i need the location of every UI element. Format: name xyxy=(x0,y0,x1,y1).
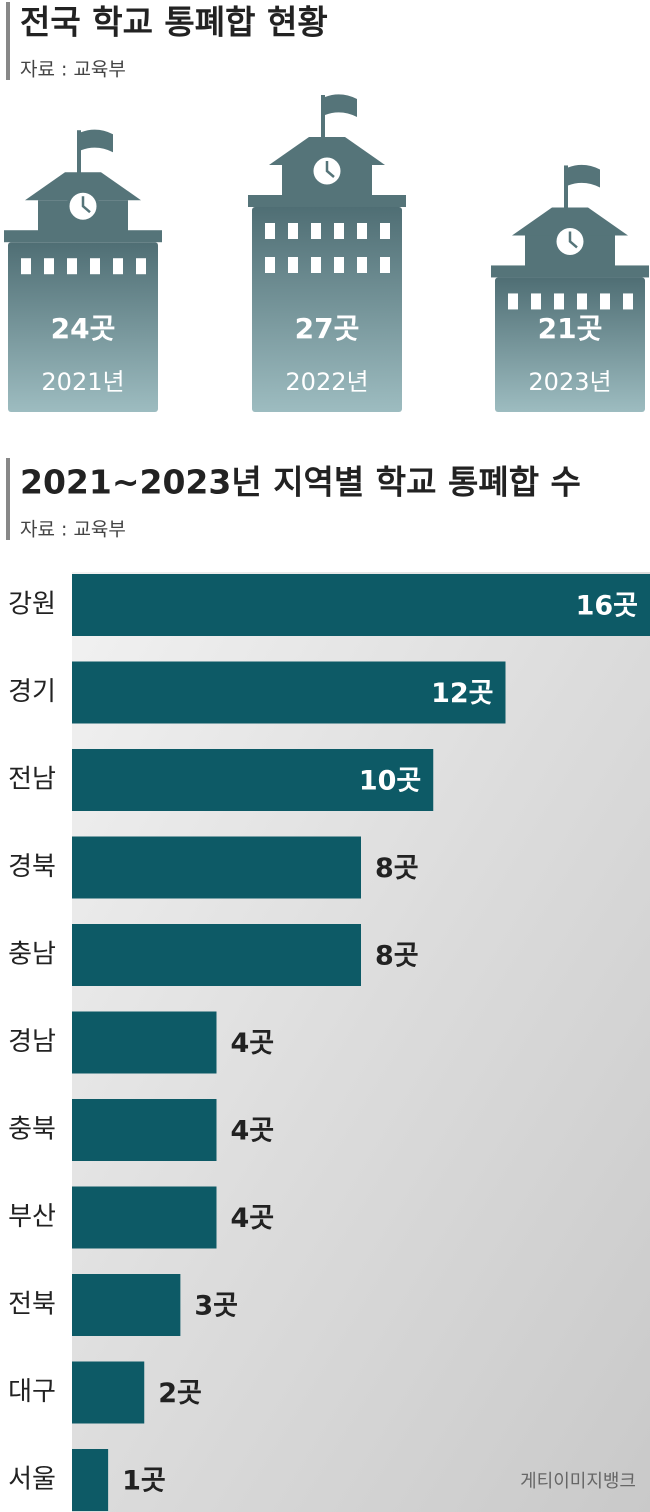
value-label: 27곳 xyxy=(295,312,360,345)
value-label: 2곳 xyxy=(158,1378,202,1409)
bar xyxy=(72,924,361,986)
window xyxy=(265,223,275,239)
building xyxy=(4,129,162,412)
bar xyxy=(72,1099,217,1161)
bar xyxy=(72,749,434,811)
category-label: 2023년 xyxy=(528,368,611,396)
chart-title: 2021~2023년 지역별 학교 통폐합 수 xyxy=(20,463,581,502)
window xyxy=(288,257,298,273)
category-label: 부산 xyxy=(8,1202,56,1232)
image-credit: 게티이미지뱅크 xyxy=(520,1471,636,1492)
window xyxy=(311,223,321,239)
bar xyxy=(72,574,650,636)
building xyxy=(248,94,406,412)
building-cornice xyxy=(248,195,406,207)
category-label: 전남 xyxy=(8,765,56,795)
window xyxy=(334,257,344,273)
category-label: 경북 xyxy=(8,852,56,882)
source: 자료 : 교육부 xyxy=(20,59,126,81)
clock-hands xyxy=(568,231,578,249)
bar xyxy=(72,836,361,899)
tower-roof xyxy=(512,207,628,236)
window xyxy=(311,257,321,273)
category-label: 강원 xyxy=(8,590,56,620)
value-label: 4곳 xyxy=(231,1116,275,1147)
building-cornice xyxy=(491,265,649,278)
bar xyxy=(72,1274,181,1336)
chart-title: 전국 학교 통폐합 현황 xyxy=(20,3,328,42)
flag xyxy=(325,94,357,117)
value-label: 10곳 xyxy=(359,766,421,797)
bar xyxy=(72,1449,109,1511)
building-cornice xyxy=(4,230,162,243)
tower-roof xyxy=(269,137,385,165)
bar xyxy=(72,1186,217,1249)
window xyxy=(357,223,367,239)
window xyxy=(600,293,610,310)
flag xyxy=(81,129,113,153)
value-label: 24곳 xyxy=(51,312,116,345)
category-label: 충북 xyxy=(8,1115,56,1145)
window xyxy=(357,257,367,273)
category-label: 대구 xyxy=(8,1377,56,1407)
window xyxy=(67,258,77,275)
window xyxy=(508,293,518,310)
window xyxy=(623,293,633,310)
window xyxy=(531,293,541,310)
title-marker xyxy=(6,458,10,540)
category-label: 충남 xyxy=(8,940,56,970)
category-label: 서울 xyxy=(8,1465,56,1495)
value-label: 21곳 xyxy=(538,312,603,345)
window xyxy=(577,293,587,310)
category-label: 2021년 xyxy=(41,368,124,396)
value-label: 4곳 xyxy=(231,1028,275,1059)
building-body xyxy=(495,277,645,412)
category-label: 전북 xyxy=(8,1290,56,1320)
flag xyxy=(568,164,600,188)
window xyxy=(21,258,31,275)
window xyxy=(265,257,275,273)
bar xyxy=(72,661,506,724)
value-label: 4곳 xyxy=(231,1203,275,1234)
window xyxy=(380,223,390,239)
tower-roof xyxy=(25,172,141,201)
window xyxy=(288,223,298,239)
value-label: 12곳 xyxy=(431,678,493,709)
value-label: 3곳 xyxy=(194,1291,238,1322)
clock-hands xyxy=(325,161,335,178)
source: 자료 : 교육부 xyxy=(20,519,126,541)
category-label: 경기 xyxy=(8,677,56,707)
building xyxy=(491,164,649,412)
value-label: 8곳 xyxy=(375,853,419,884)
value-label: 16곳 xyxy=(576,591,638,622)
value-label: 1곳 xyxy=(122,1466,166,1497)
category-label: 경남 xyxy=(8,1027,56,1057)
bar xyxy=(72,1361,145,1424)
window xyxy=(554,293,564,310)
window xyxy=(136,258,146,275)
window xyxy=(113,258,123,275)
window xyxy=(334,223,344,239)
bar xyxy=(72,1011,217,1074)
building-body xyxy=(8,242,158,412)
category-label: 2022년 xyxy=(285,368,368,396)
clock-hands xyxy=(81,196,91,214)
window xyxy=(380,257,390,273)
window xyxy=(90,258,100,275)
value-label: 8곳 xyxy=(375,941,419,972)
title-marker xyxy=(6,2,10,80)
window xyxy=(44,258,54,275)
